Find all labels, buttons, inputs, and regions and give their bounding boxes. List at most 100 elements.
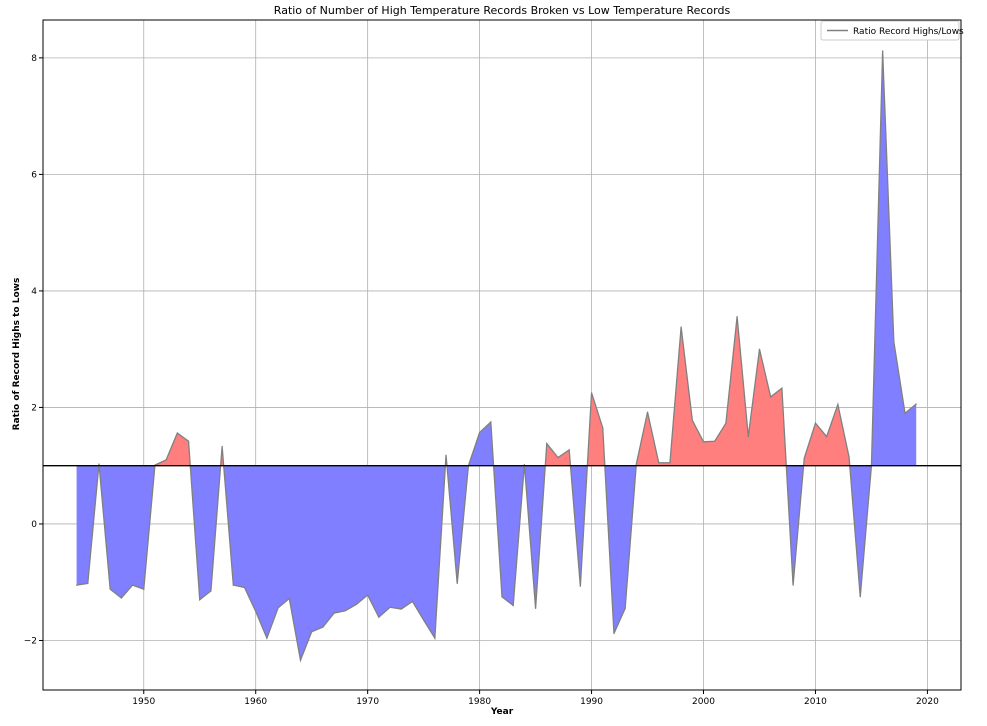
data-point	[232, 584, 234, 586]
data-point	[411, 600, 414, 603]
data-point	[255, 610, 257, 612]
data-point	[87, 582, 89, 584]
data-point	[669, 462, 671, 464]
x-tick-label: 1960	[244, 697, 267, 707]
y-tick-label: −2	[24, 636, 37, 646]
data-point	[568, 449, 570, 451]
y-tick-label: 2	[31, 403, 37, 413]
data-point	[277, 607, 279, 609]
y-tick-label: 0	[31, 520, 37, 530]
data-point	[210, 590, 212, 592]
data-point	[479, 431, 481, 434]
data-point	[758, 348, 761, 350]
data-point	[333, 612, 335, 614]
x-tick-label: 2000	[692, 697, 715, 707]
plot-frame	[42, 19, 962, 691]
y-axis-label: Ratio of Record Highs to Lows	[12, 278, 22, 431]
y-tick-label: 8	[31, 54, 37, 64]
data-point	[165, 459, 167, 461]
area-below-baseline	[223, 465, 446, 661]
data-point	[714, 440, 716, 442]
data-point	[423, 619, 425, 621]
area-above-baseline	[636, 316, 787, 466]
data-point	[322, 626, 324, 628]
data-point	[400, 608, 402, 610]
area-below-baseline	[99, 465, 155, 598]
x-axis-label: Year	[490, 707, 514, 717]
data-point	[646, 411, 649, 413]
area-below-baseline	[493, 465, 525, 606]
area-above-baseline	[545, 443, 571, 466]
data-point	[893, 341, 895, 343]
area-below-baseline	[76, 465, 99, 586]
data-point	[546, 442, 548, 445]
area-below-baseline	[786, 465, 804, 586]
data-point	[826, 435, 828, 438]
data-point	[445, 454, 447, 456]
data-point	[635, 463, 637, 465]
data-point	[658, 462, 660, 464]
data-point	[501, 596, 503, 598]
data-point	[613, 632, 615, 635]
x-tick-label: 1990	[580, 697, 603, 707]
data-point	[882, 50, 884, 52]
data-point	[187, 440, 190, 442]
data-point	[792, 584, 794, 586]
data-point	[243, 586, 246, 589]
data-point	[98, 463, 100, 465]
data-point	[624, 607, 626, 610]
legend-box	[820, 20, 960, 41]
legend-label: Ratio Record Highs/Lows	[853, 27, 964, 37]
data-point	[75, 584, 78, 586]
data-point	[512, 604, 514, 607]
data-point	[814, 422, 817, 424]
chart-title: Ratio of Number of High Temperature Reco…	[274, 4, 731, 17]
data-point	[702, 441, 705, 443]
data-point	[378, 616, 380, 618]
y-tick-label: 4	[31, 287, 37, 297]
data-point	[288, 597, 290, 600]
x-tick-label: 1980	[468, 697, 491, 707]
data-point	[367, 594, 369, 596]
data-point	[770, 396, 772, 398]
data-point	[534, 607, 537, 610]
data-point	[221, 445, 223, 448]
data-point	[311, 631, 313, 633]
data-point	[747, 435, 749, 438]
data-point	[434, 637, 436, 639]
data-point	[602, 427, 604, 429]
data-point	[725, 422, 727, 424]
data-point	[299, 659, 302, 661]
area-above-baseline	[803, 404, 850, 466]
x-tick-label: 1950	[132, 697, 155, 707]
data-point	[355, 603, 358, 605]
data-point	[389, 606, 391, 608]
area-below-baseline	[570, 465, 588, 587]
data-point	[143, 588, 145, 590]
data-point	[266, 637, 268, 639]
data-point	[848, 456, 850, 458]
data-point	[915, 403, 917, 405]
area-above-baseline	[587, 392, 605, 466]
data-point	[579, 585, 581, 587]
data-point	[456, 582, 458, 584]
series-lines	[75, 50, 917, 663]
data-point	[859, 596, 861, 598]
area-above-baseline	[154, 433, 191, 466]
data-point	[131, 584, 134, 586]
data-point	[781, 387, 783, 389]
data-point	[199, 599, 201, 601]
x-tick-label: 1970	[356, 697, 379, 707]
legend: Ratio Record Highs/Lows	[820, 20, 964, 41]
data-point	[803, 457, 805, 459]
data-point	[590, 392, 593, 394]
x-tick-label: 2020	[916, 697, 939, 707]
data-point	[176, 432, 178, 434]
data-point	[523, 463, 525, 466]
data-point	[904, 412, 906, 414]
data-point	[490, 421, 492, 423]
y-tick-label: 6	[31, 170, 37, 180]
data-point	[691, 419, 693, 421]
